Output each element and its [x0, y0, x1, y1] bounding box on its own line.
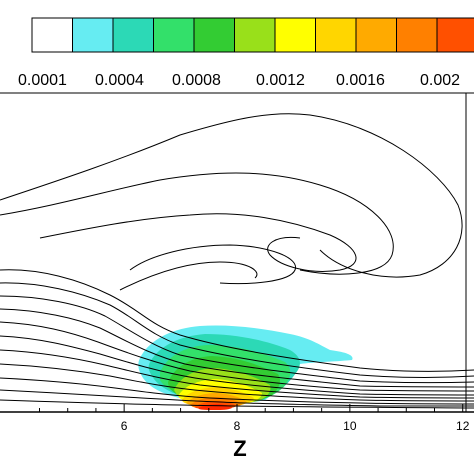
- streamline-band-9: [0, 377, 474, 405]
- legend-label-4: 0.0016: [336, 72, 385, 89]
- legend-label-5: 0.002: [420, 72, 460, 89]
- x-tick-label: 12: [456, 419, 470, 433]
- streamline-band-8: [0, 363, 474, 402]
- legend-swatch: [396, 17, 438, 53]
- streamline-inner-loop: [39, 213, 357, 272]
- legend-swatch: [72, 17, 114, 53]
- legend-label-0: 0.0001: [18, 72, 67, 89]
- legend-swatch: [31, 17, 73, 53]
- concentration-fill: [138, 325, 353, 410]
- streamline-band-7: [0, 349, 474, 399]
- streamline-band-4: [0, 308, 474, 388]
- x-tick-label: 8: [234, 419, 241, 433]
- x-tick-label: 6: [121, 419, 128, 433]
- streamline-band-3: [0, 295, 474, 384]
- legend-swatch: [315, 17, 357, 53]
- streamline-spiral-2: [119, 261, 258, 291]
- streamline-band-2: [0, 282, 474, 378]
- legend-label-2: 0.0008: [172, 72, 221, 89]
- x-axis-ticks: 6 8 10 12: [39, 404, 470, 433]
- streamline-band-1: [0, 269, 474, 372]
- legend-swatch: [193, 17, 235, 53]
- legend-label-1: 0.0004: [95, 72, 144, 89]
- legend-swatch: [274, 17, 316, 53]
- streamline-band-5: [0, 321, 474, 392]
- legend-colorbar: [31, 17, 474, 53]
- legend-swatch: [355, 17, 397, 53]
- streamline-outer-loop: [0, 113, 463, 278]
- x-tick-label: 10: [343, 419, 357, 433]
- legend-swatch: [234, 17, 276, 53]
- legend-swatch: [436, 17, 474, 53]
- x-axis-title: Z: [233, 436, 246, 461]
- legend-swatch: [112, 17, 154, 53]
- streamline-second-loop: [0, 172, 394, 275]
- streamline-band-11: [0, 399, 474, 409]
- streamline-spiral: [129, 244, 296, 285]
- legend-swatch: [153, 17, 195, 53]
- legend-label-3: 0.0012: [256, 72, 305, 89]
- legend-labels: 0.0001 0.0004 0.0008 0.0012 0.0016 0.002: [18, 72, 460, 89]
- streamline-band-6: [0, 335, 474, 396]
- streamline-band-10: [0, 389, 474, 407]
- streamlines: [0, 113, 474, 409]
